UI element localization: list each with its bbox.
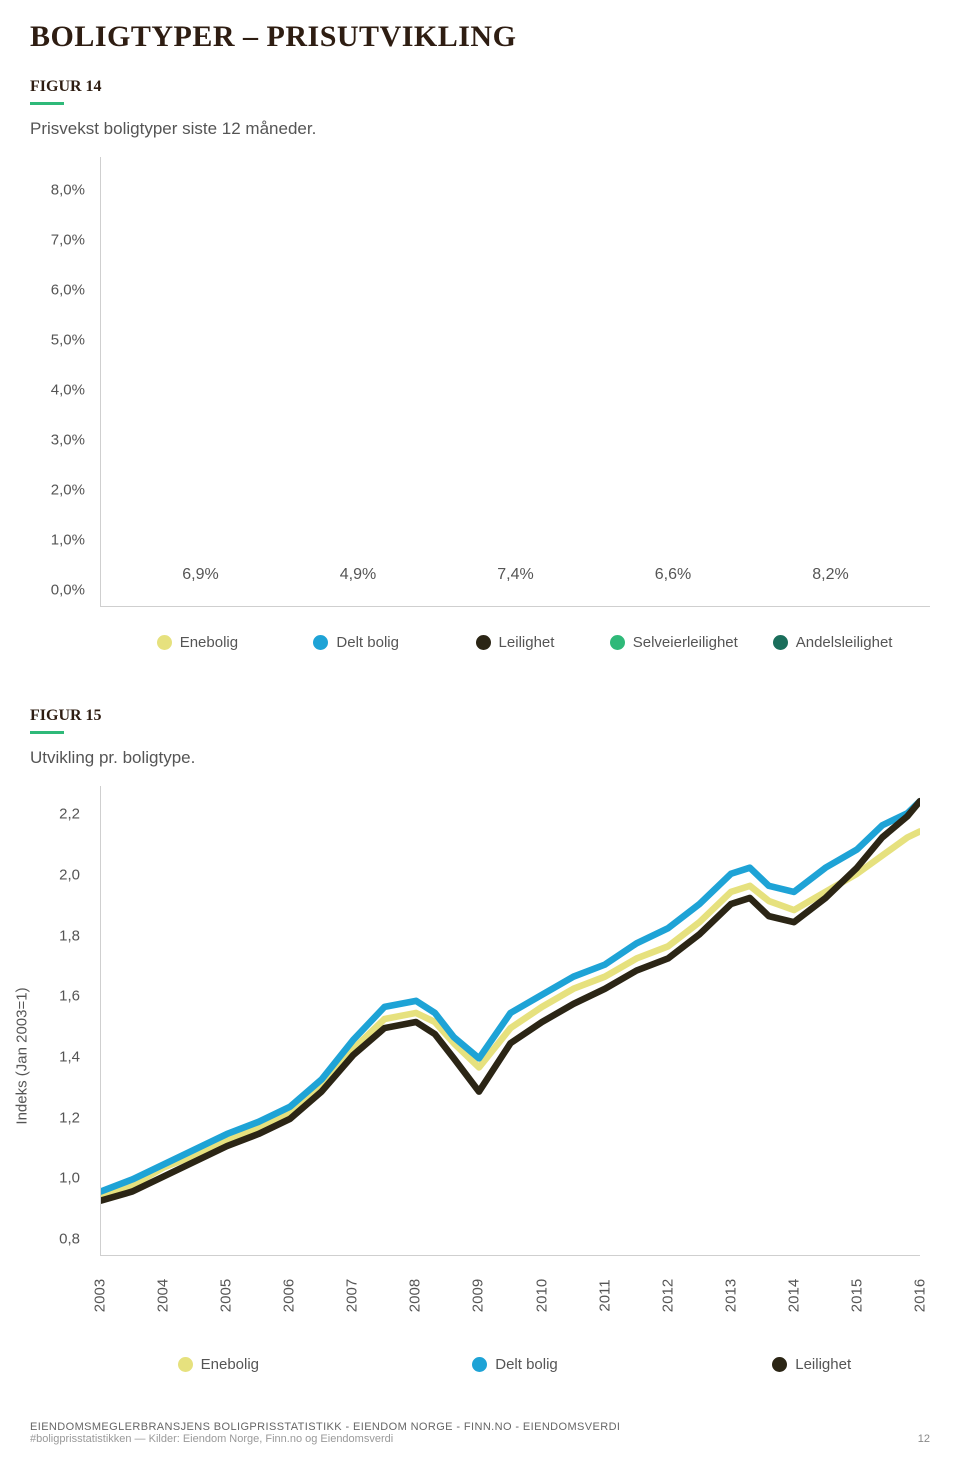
page-footer: EIENDOMSMEGLERBRANSJENS BOLIGPRISSTATIST…: [30, 1421, 930, 1445]
bar-ytick: 4,0%: [51, 382, 85, 399]
bar-value-label: 6,6%: [615, 566, 731, 584]
bar-ytick: 0,0%: [51, 582, 85, 599]
legend-item: Delt bolig: [277, 634, 436, 651]
swatch-icon: [610, 635, 625, 650]
legend-label: Leilighet: [499, 634, 555, 651]
line-xtick: 2013: [722, 1279, 739, 1312]
footer-line2: #boligprisstatistikken — Kilder: Eiendom…: [30, 1433, 620, 1445]
swatch-icon: [476, 635, 491, 650]
legend-item: Leilighet: [436, 634, 595, 651]
legend-label: Enebolig: [180, 634, 238, 651]
bar-ytick: 7,0%: [51, 232, 85, 249]
bar-value-label: 8,2%: [772, 566, 888, 584]
legend-item: Enebolig: [100, 1356, 337, 1373]
swatch-icon: [773, 635, 788, 650]
legend-item: Leilighet: [693, 1356, 930, 1373]
bar-ytick: 8,0%: [51, 182, 85, 199]
bar-chart: 0,0% 1,0% 2,0% 3,0% 4,0% 5,0% 6,0% 7,0% 8,0% 6,9…: [30, 157, 930, 667]
swatch-icon: [178, 1357, 193, 1372]
page-number: 12: [918, 1433, 930, 1445]
bar-ytick: 6,0%: [51, 282, 85, 299]
line-ytick: 1,8: [59, 927, 80, 944]
line-chart: Indeks (Jan 2003=1) 0,81,01,21,41,61,82,…: [30, 786, 930, 1326]
line-series: [101, 801, 920, 1191]
line-xtick: 2012: [659, 1279, 676, 1312]
line-plot-area: [100, 786, 920, 1256]
line-xtick: 2016: [912, 1279, 929, 1312]
line-xtick: 2004: [155, 1279, 172, 1312]
bar-ytick: 2,0%: [51, 482, 85, 499]
bar-plot-area: 6,9% 4,9% 7,4% 6,6% 8,2%: [100, 157, 930, 607]
line-xtick: 2005: [218, 1279, 235, 1312]
accent-underline: [30, 731, 64, 734]
line-yaxis: 0,8 1,0 1,2 1,4 1,6 1,8 2,0 2,2: [30, 786, 92, 1256]
swatch-icon: [772, 1357, 787, 1372]
line-ytick: 2,0: [59, 867, 80, 884]
footer-line1: EIENDOMSMEGLERBRANSJENS BOLIGPRISSTATIST…: [30, 1421, 620, 1433]
line-xtick: 2003: [92, 1279, 109, 1312]
legend-label: Leilighet: [795, 1356, 851, 1373]
line-ytick: 1,6: [59, 988, 80, 1005]
legend-label: Selveierleilighet: [633, 634, 738, 651]
bar-value-label: 4,9%: [300, 566, 416, 584]
bar-legend: Enebolig Delt bolig Leilighet Selveierleili…: [100, 617, 930, 667]
legend-label: Delt bolig: [495, 1356, 558, 1373]
line-ytick: 2,2: [59, 806, 80, 823]
legend-item: Selveierleilighet: [594, 634, 753, 651]
figure14-subtitle: Prisvekst boligtyper siste 12 måneder.: [30, 119, 930, 139]
line-legend: Enebolig Delt bolig Leilighet: [30, 1356, 930, 1373]
bar-yaxis: 0,0% 1,0% 2,0% 3,0% 4,0% 5,0% 6,0% 7,0% 8,0%: [30, 157, 95, 607]
legend-label: Andelsleilighet: [796, 634, 893, 651]
legend-item: Enebolig: [118, 634, 277, 651]
swatch-icon: [472, 1357, 487, 1372]
legend-label: Delt bolig: [336, 634, 399, 651]
line-ytick: 1,0: [59, 1170, 80, 1187]
legend-item: Delt bolig: [397, 1356, 634, 1373]
page-title: BOLIGTYPER – PRISUTVIKLING: [30, 20, 930, 54]
swatch-icon: [313, 635, 328, 650]
legend-item: Andelsleilighet: [753, 634, 912, 651]
line-xtick: 2006: [281, 1279, 298, 1312]
line-xtick: 2014: [785, 1279, 802, 1312]
line-xaxis: 2003200420052006200720082009201020112012…: [100, 1266, 920, 1326]
line-xtick: 2008: [407, 1279, 424, 1312]
bar-ytick: 3,0%: [51, 432, 85, 449]
figure14-label: FIGUR 14: [30, 78, 930, 96]
accent-underline: [30, 102, 64, 105]
line-ytick: 1,2: [59, 1109, 80, 1126]
swatch-icon: [157, 635, 172, 650]
legend-label: Enebolig: [201, 1356, 259, 1373]
line-ytick: 1,4: [59, 1049, 80, 1066]
line-xtick: 2015: [848, 1279, 865, 1312]
line-xtick: 2010: [533, 1279, 550, 1312]
line-xtick: 2011: [596, 1279, 613, 1311]
bar-ytick: 1,0%: [51, 532, 85, 549]
bar-value-label: 6,9%: [142, 566, 258, 584]
figure15-label: FIGUR 15: [30, 707, 930, 725]
line-ylabel: Indeks (Jan 2003=1): [14, 987, 31, 1124]
line-ytick: 0,8: [59, 1231, 80, 1248]
bar-ytick: 5,0%: [51, 332, 85, 349]
bar-value-label: 7,4%: [457, 566, 573, 584]
line-xtick: 2009: [470, 1279, 487, 1312]
figure15-subtitle: Utvikling pr. boligtype.: [30, 748, 930, 768]
line-xtick: 2007: [344, 1279, 361, 1312]
